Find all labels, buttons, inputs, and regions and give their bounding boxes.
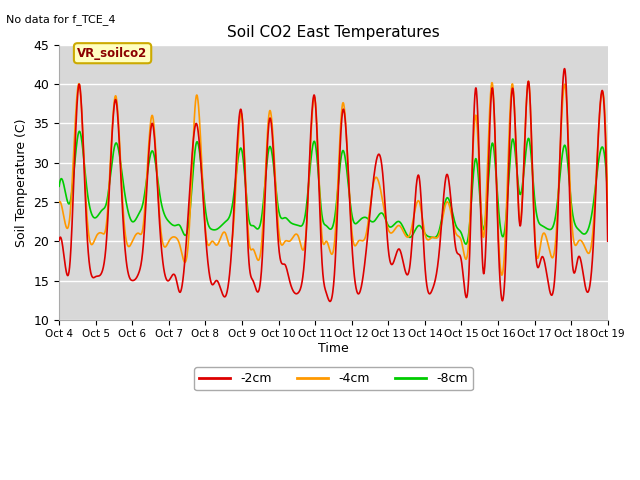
Text: No data for f_TCE_4: No data for f_TCE_4	[6, 14, 116, 25]
X-axis label: Time: Time	[318, 342, 349, 355]
Title: Soil CO2 East Temperatures: Soil CO2 East Temperatures	[227, 24, 440, 39]
Legend: -2cm, -4cm, -8cm: -2cm, -4cm, -8cm	[194, 368, 472, 390]
Y-axis label: Soil Temperature (C): Soil Temperature (C)	[15, 118, 28, 247]
Text: VR_soilco2: VR_soilco2	[77, 47, 148, 60]
